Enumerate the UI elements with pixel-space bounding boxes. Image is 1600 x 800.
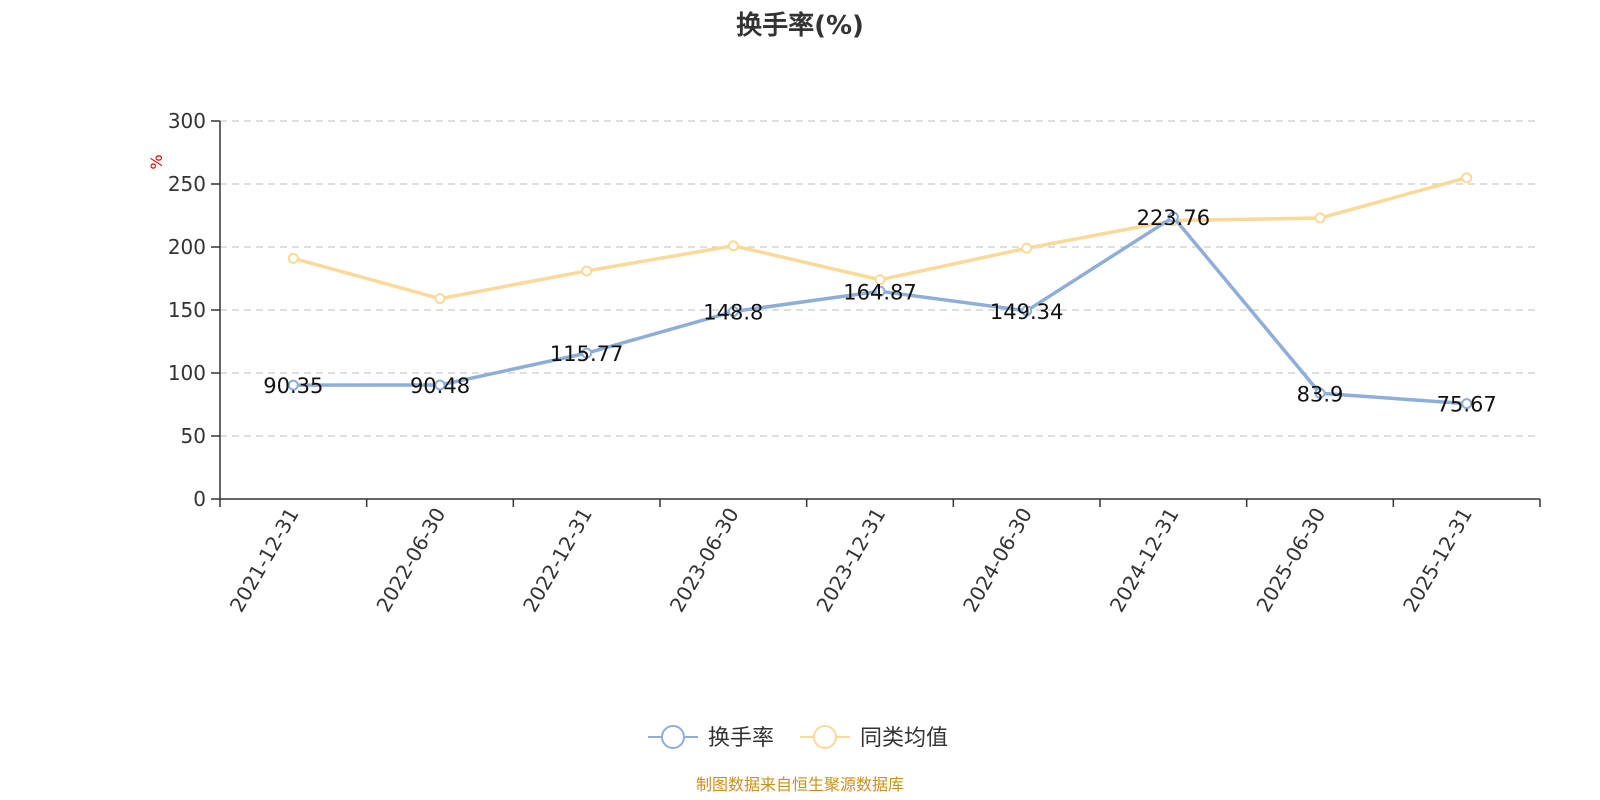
data-point — [1021, 305, 1033, 317]
x-tick-label: 2025-12-31 — [1398, 504, 1477, 617]
data-point — [727, 240, 739, 252]
data-label: 90.48 — [410, 374, 470, 398]
x-tick-label: 2022-06-30 — [371, 504, 450, 617]
data-label: 164.87 — [843, 280, 916, 304]
y-axis-unit-label: % — [147, 154, 166, 169]
data-point — [434, 379, 446, 391]
y-tick-label: 50 — [181, 424, 206, 448]
y-tick-label: 250 — [168, 172, 206, 196]
chart-title: 换手率(%) — [736, 10, 864, 41]
data-point — [434, 293, 446, 305]
data-label: 90.35 — [263, 374, 323, 398]
data-point — [874, 274, 886, 286]
data-point — [874, 285, 886, 297]
data-point — [581, 347, 593, 359]
data-point — [1461, 398, 1473, 410]
x-tick-label: 2025-06-30 — [1251, 504, 1330, 617]
data-label: 149.34 — [990, 300, 1063, 324]
y-axis-ticks: 0 50 100 150 200 250 300 — [168, 109, 220, 511]
axes — [219, 121, 1540, 500]
data-source-note: 制图数据来自恒生聚源数据库 — [696, 775, 904, 794]
y-tick-label: 0 — [193, 487, 206, 511]
x-tick-label: 2022-12-31 — [518, 504, 597, 617]
data-point — [287, 379, 299, 391]
data-label: 75.67 — [1437, 393, 1497, 417]
data-point — [1167, 211, 1179, 223]
data-point — [287, 252, 299, 264]
series-lines — [287, 172, 1473, 410]
y-tick-label: 100 — [168, 361, 206, 385]
x-tick-label: 2023-06-30 — [665, 504, 744, 617]
grid-lines — [220, 120, 1540, 437]
y-tick-label: 300 — [168, 109, 206, 133]
x-tick-label: 2024-12-31 — [1105, 504, 1184, 617]
data-label: 83.9 — [1297, 382, 1344, 406]
data-labels: 90.35 90.48 115.77 148.8 164.87 149.34 223.76 8… — [263, 206, 1496, 417]
data-point — [1461, 172, 1473, 184]
data-point — [581, 265, 593, 277]
legend-label: 同类均值 — [860, 726, 948, 751]
data-point — [727, 306, 739, 318]
data-label: 223.76 — [1137, 206, 1210, 230]
data-point — [1314, 212, 1326, 224]
data-point — [1314, 387, 1326, 399]
data-label: 148.8 — [703, 301, 763, 325]
x-axis-ticks: 2021-12-31 2022-06-30 2022-12-31 2023-06-30… — [219, 499, 1541, 617]
y-tick-label: 200 — [168, 235, 206, 259]
x-tick-label: 2023-12-31 — [811, 504, 890, 617]
legend-label: 换手率 — [708, 726, 774, 751]
legend-marker-icon — [813, 725, 837, 749]
y-tick-label: 150 — [168, 298, 206, 322]
x-tick-label: 2024-06-30 — [958, 504, 1037, 617]
legend-item-1: 同类均值 — [800, 725, 948, 751]
x-tick-label: 2021-12-31 — [225, 504, 304, 617]
legend-marker-icon — [661, 725, 685, 749]
data-label: 115.77 — [550, 342, 623, 366]
data-point — [1021, 242, 1033, 254]
legend-item-0: 换手率 — [648, 725, 774, 751]
legend: 换手率 同类均值 — [648, 725, 948, 751]
